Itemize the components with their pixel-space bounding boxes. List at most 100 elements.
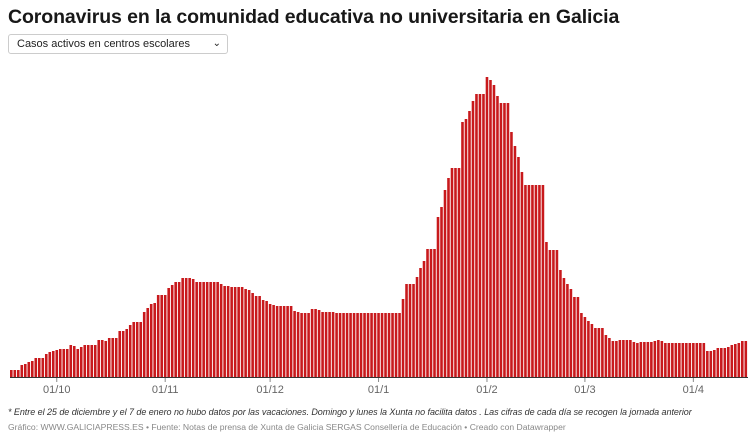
bar-26/3 — [671, 343, 674, 377]
bar-22/3 — [657, 340, 660, 377]
bar-22/10 — [128, 325, 132, 377]
bar-30/3 — [685, 343, 688, 377]
bar-20/2 — [552, 250, 555, 377]
bar-29/09 — [48, 352, 52, 377]
bar-15/3 — [632, 342, 636, 377]
bar-11/10 — [90, 345, 94, 377]
bar-17/10 — [111, 338, 115, 377]
bar-07/1 — [398, 313, 401, 377]
bar-02/11 — [167, 288, 170, 377]
bar-06/10 — [72, 346, 76, 377]
chart-footer: * Entre el 25 de diciembre y el 7 de ene… — [8, 406, 748, 433]
bar-13/12 — [310, 309, 314, 377]
bar-29/11 — [261, 300, 265, 377]
bar-24/11 — [244, 289, 247, 377]
bar-17/3 — [639, 342, 643, 377]
bar-05/2 — [499, 103, 503, 377]
bar-15/12 — [317, 310, 321, 377]
bar-06/11 — [181, 278, 184, 377]
x-axis-ticks: 01/10 01/11 01/12 01/1 01/2 01/3 01/4 — [43, 378, 704, 396]
bar-13/3 — [625, 340, 629, 377]
x-tick-label: 01/3 — [574, 384, 595, 396]
bar-16/3 — [636, 343, 639, 377]
bar-04/10 — [65, 349, 69, 377]
bar-29/1 — [475, 94, 478, 377]
bar-28/1 — [471, 101, 475, 377]
bar-24/09 — [30, 361, 34, 377]
bar-08/11 — [188, 278, 191, 377]
bar-04/1 — [387, 313, 391, 377]
bar-03/3 — [590, 324, 594, 377]
bar-28/2 — [580, 313, 583, 377]
bar-03/1 — [384, 313, 387, 377]
bar-09/12 — [296, 312, 300, 377]
bar-14/12 — [314, 309, 317, 377]
bar-20/11 — [230, 287, 233, 377]
bar-11/2 — [520, 172, 524, 377]
bar-20/10 — [121, 331, 125, 377]
chevron-down-icon: ⌄ — [212, 38, 221, 49]
bar-26/09 — [37, 358, 41, 377]
footnote: * Entre el 25 de diciembre y el 7 de ene… — [8, 407, 692, 417]
bar-01/12 — [268, 304, 272, 377]
bar-28/09 — [44, 354, 48, 377]
bar-15/1 — [426, 249, 429, 377]
bar-25/10 — [139, 322, 142, 377]
bar-10/10 — [86, 345, 90, 377]
bar-13/10 — [97, 340, 101, 377]
bar-04/4 — [702, 343, 706, 377]
bar-23/10 — [132, 322, 136, 377]
bar-13/4 — [734, 344, 737, 377]
bar-08/12 — [293, 311, 296, 377]
bar-19/2 — [548, 250, 552, 377]
bar-24/1 — [457, 168, 461, 377]
bar-31/10 — [160, 295, 163, 377]
bar-30/09 — [51, 351, 55, 377]
bar-07/3 — [604, 335, 608, 377]
bar-20/09 — [17, 370, 20, 377]
bar-11/4 — [727, 347, 730, 377]
bar-18/12 — [328, 312, 331, 377]
bar-25/09 — [34, 358, 38, 377]
bar-19/3 — [646, 342, 650, 377]
bar-25/12 — [352, 313, 356, 377]
source-line: Gráfico: WWW.GALICIAPRESS.ES • Fuente: N… — [8, 422, 566, 432]
bar-27/11 — [254, 296, 258, 377]
bar-13/2 — [527, 185, 531, 377]
dropdown-selected-value: Casos activos en centros escolares — [17, 38, 191, 50]
bar-05/12 — [282, 306, 286, 377]
bar-25/1 — [461, 122, 464, 377]
bar-05/10 — [69, 345, 73, 377]
bar-28/12 — [363, 313, 366, 377]
bar-13/11 — [205, 282, 209, 377]
bar-18/2 — [545, 242, 548, 377]
bar-09/1 — [405, 284, 408, 377]
bar-26/11 — [251, 293, 254, 377]
bar-14/2 — [531, 185, 534, 377]
x-tick-label: 01/11 — [152, 384, 179, 396]
bar-21/2 — [555, 250, 559, 377]
bar-12/2 — [524, 185, 527, 377]
bar-26/1 — [464, 119, 468, 377]
bar-14/3 — [629, 340, 632, 377]
bar-11/11 — [198, 282, 202, 377]
bar-08/1 — [401, 299, 405, 377]
bar-03/11 — [170, 285, 174, 377]
bar-06/4 — [709, 351, 713, 377]
x-tick-label: 01/2 — [476, 384, 497, 396]
bar-19/1 — [440, 207, 443, 377]
bar-04/11 — [174, 282, 177, 377]
bar-14/4 — [737, 343, 741, 377]
bar-08/10 — [79, 347, 83, 377]
bar-30/12 — [370, 313, 373, 377]
bar-19/11 — [226, 286, 230, 377]
bar-28/3 — [678, 343, 681, 377]
bar-chart: 01/10 01/11 01/12 01/1 01/2 01/3 01/4 — [10, 77, 748, 396]
metric-dropdown[interactable]: Casos activos en centros escolares ⌄ — [8, 34, 228, 54]
bar-05/11 — [177, 282, 181, 377]
bar-26/12 — [356, 313, 359, 377]
bar-12/12 — [307, 313, 310, 377]
x-tick-label: 01/4 — [683, 384, 704, 396]
bar-23/1 — [454, 168, 457, 377]
bar-10/3 — [615, 341, 618, 377]
